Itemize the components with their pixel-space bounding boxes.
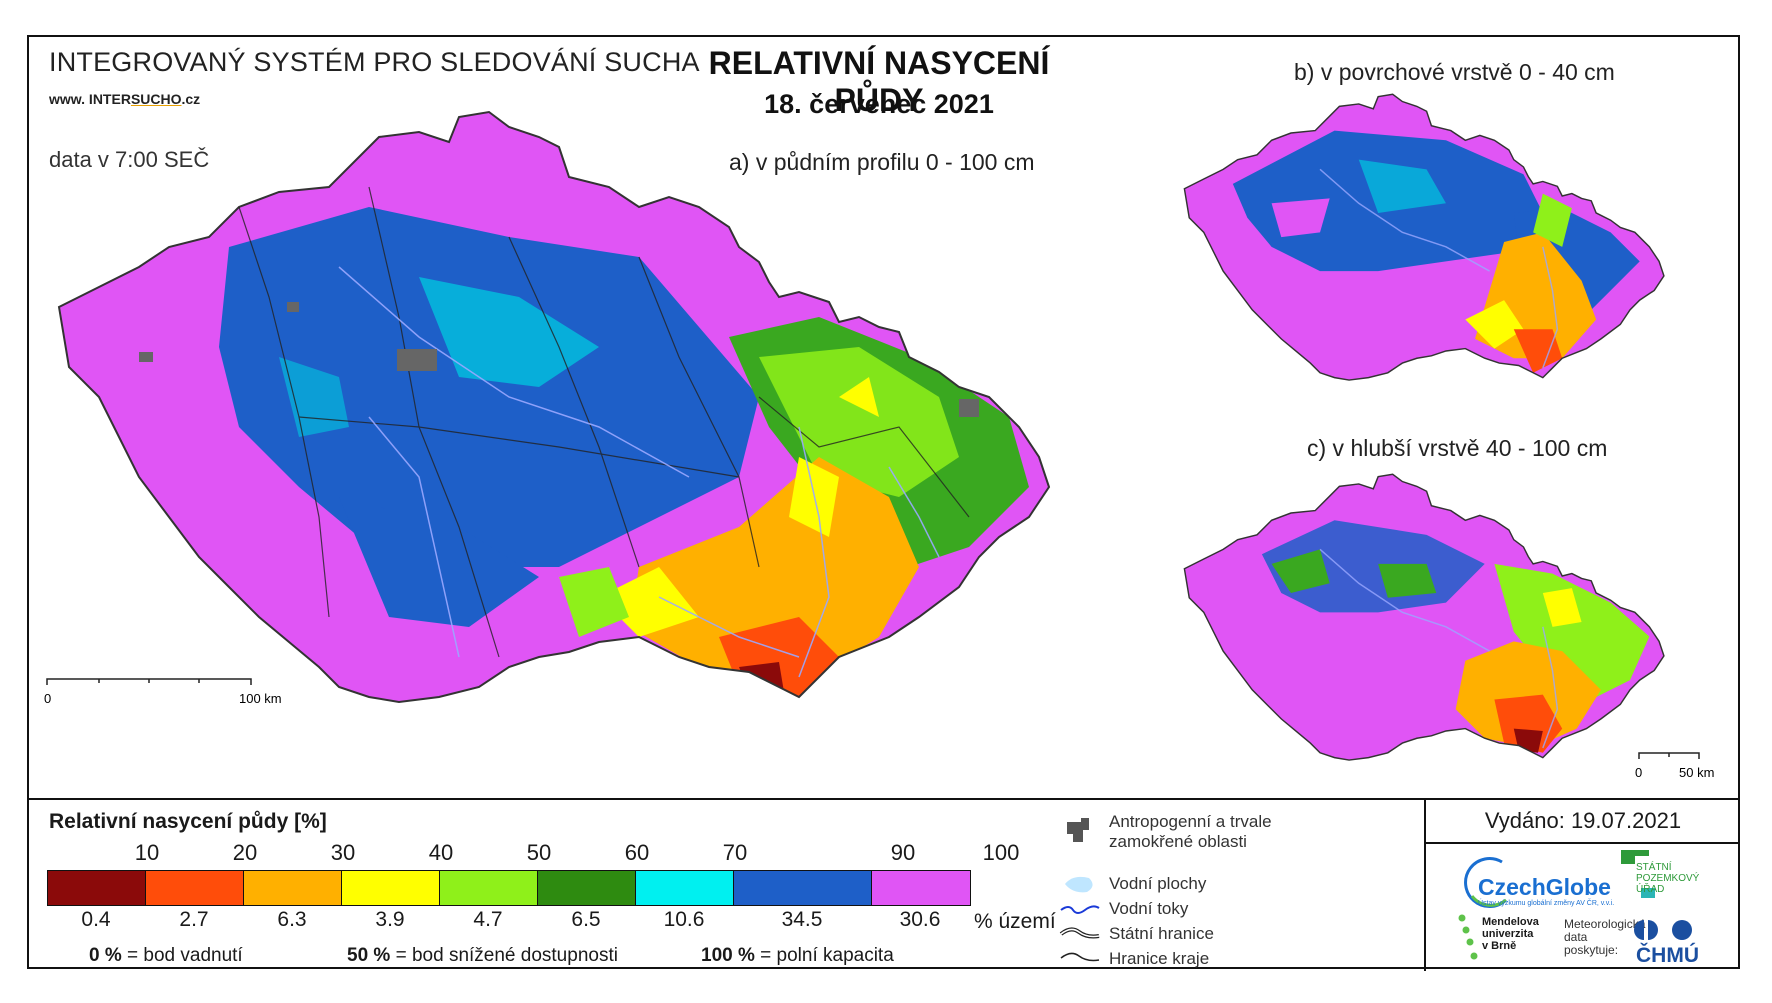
rivers-label: Vodní toky [1109,899,1189,918]
divider [1426,842,1740,844]
czechglobe-logo: CzechGlobe [1478,874,1611,900]
area-percent: 30.6 [899,908,941,931]
map-frame: INTEGROVANÝ SYSTÉM PRO SLEDOVÁNÍ SUCHA w… [27,35,1740,971]
area-percent: 34.5 [781,908,823,931]
area-percent: 2.7 [179,908,209,931]
definition-reduced-availability: 50 % = bod snížené dostupnosti [347,945,618,966]
area-percent: 6.3 [277,908,307,931]
area-percent: 6.5 [571,908,601,931]
threshold-label: 20 [232,840,258,865]
threshold-label: 100 [982,840,1020,865]
color-class-70-90 [734,871,872,905]
definition-field-capacity: 100 % = polní kapacita [701,945,894,966]
river-icon [1060,905,1100,914]
water-body-icon [1065,876,1093,893]
region-border-icon [1060,952,1100,962]
czechglobe-subtitle: Ústav výzkumu globální změny AV ČR, v.v.… [1478,900,1615,907]
svg-text:50 km: 50 km [1679,765,1714,780]
map-date: 18. červenec 2021 [764,89,994,119]
chmu-logo-icon [1634,920,1692,940]
spu-logo-icon [1621,850,1655,898]
color-class-60-70 [636,871,734,905]
svg-text:0: 0 [1635,765,1642,780]
threshold-label: 70 [722,840,748,865]
svg-text:100 km: 100 km [239,691,282,706]
map-c-subtitle: c) v hlubší vrstvě 40 - 100 cm [1307,435,1608,461]
color-class-20-30 [244,871,342,905]
area-unit: % území [974,910,1056,933]
map-c-scale-bar: 0 50 km [1635,752,1714,780]
area-percent: 0.4 [81,908,111,931]
map-b-surface-layer [1183,93,1665,381]
water-bodies-label: Vodní plochy [1109,874,1207,893]
mendel-logo: Mendelova univerzita v Brně [1482,916,1539,952]
color-class-0-10 [48,871,146,905]
chmu-logo: ČHMÚ [1636,944,1699,967]
anthropogenic-area-icon [1067,818,1089,842]
area-percent: 4.7 [473,908,503,931]
symbol-legend-icons [1059,818,1100,962]
data-time: data v 7:00 SEČ [49,147,210,172]
threshold-label: 40 [428,840,454,865]
threshold-label: 60 [624,840,650,865]
definition-wilting-point: 0 % = bod vadnutí [89,945,243,966]
map-a-soil-profile: 0 100 km [44,110,1051,706]
anthropogenic-label: Antropogenní a trvale zamokřené oblasti [1109,812,1272,851]
issued-date: Vydáno: 19.07.2021 [1484,808,1682,833]
color-class-30-40 [342,871,440,905]
color-scale-bar [47,870,971,906]
legend-panel: Relativní nasycení půdy [%] 10 20 30 40 … [29,798,1740,971]
svg-text:0: 0 [44,691,51,706]
color-class-50-60 [538,871,636,905]
map-b-subtitle: b) v povrchové vrstvě 0 - 40 cm [1294,59,1615,85]
color-class-10-20 [146,871,244,905]
color-class-90-100 [872,871,970,905]
system-title: INTEGROVANÝ SYSTÉM PRO SLEDOVÁNÍ SUCHA [49,47,700,77]
threshold-label: 30 [330,840,356,865]
color-class-40-50 [440,871,538,905]
threshold-label: 10 [134,840,160,865]
threshold-label: 50 [526,840,552,865]
meteo-data-credit: Meteorologická data poskytuje: [1564,917,1646,957]
area-percent: 10.6 [663,908,705,931]
region-border-label: Hranice kraje [1109,949,1210,968]
map-c-deeper-layer [1183,473,1665,761]
threshold-label: 90 [890,840,916,865]
map-a-scale-bar: 0 100 km [44,678,282,706]
czechglobe-logo-icon [1464,857,1508,908]
website-link[interactable]: www. INTERSUCHO.cz [49,91,201,107]
map-a-subtitle: a) v půdním profilu 0 - 100 cm [729,149,1035,175]
issued-logos-box: Vydáno: 19.07.2021 CzechGlobe Ústav výzk… [1424,800,1740,971]
mendel-logo-icon [1458,914,1478,960]
spu-logo: STÁTNÍ POZEMKOVÝ ÚŘAD [1636,862,1700,895]
state-border-label: Státní hranice [1109,924,1214,943]
main-title: RELATIVNÍ NASYCENÍ PŮDY [708,45,1050,118]
legend-title: Relativní nasycení půdy [%] [49,810,327,833]
area-percent: 3.9 [375,908,405,931]
